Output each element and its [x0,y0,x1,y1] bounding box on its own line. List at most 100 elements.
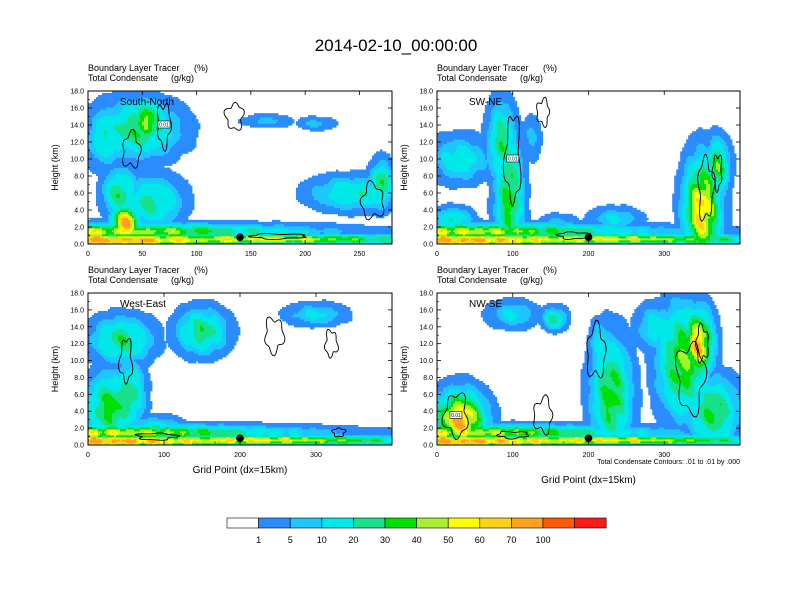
field-cell [112,207,121,211]
field-cell [618,437,627,440]
field-cell [622,395,629,398]
field-cell [104,131,109,134]
field-cell [470,439,486,442]
field-cell [684,229,691,233]
field-cell [524,179,530,182]
field-cell [194,331,217,334]
field-cell [636,229,649,233]
field-cell [624,367,633,370]
field-cell [538,433,550,436]
field-cell [108,207,113,211]
field-cell [632,361,639,364]
field-cell [437,147,440,150]
field-cell [518,143,532,146]
field-cell [724,185,729,189]
field-cell [734,237,740,241]
field-cell [320,441,325,444]
field-cell [320,237,329,241]
field-cell [172,129,181,132]
field-cell [206,337,223,340]
field-cell [118,417,123,420]
field-cell [692,417,703,420]
field-cell [516,427,538,430]
field-cell [510,125,516,128]
field-cell [722,161,725,164]
field-cell [302,437,309,440]
field-cell [470,405,476,408]
field-cell [700,327,705,330]
field-cell [437,427,452,430]
field-cell [156,207,175,211]
field-cell [516,149,522,152]
y-tick-label: 4.0 [74,409,84,416]
field-cell [144,389,153,392]
field-cell [216,237,223,241]
field-cell [88,111,99,114]
field-cell [160,115,165,118]
field-cell [92,391,101,394]
field-cell [678,167,685,170]
field-cell [208,227,233,231]
field-cell [456,227,466,231]
field-cell [437,235,440,239]
field-cell [486,421,494,424]
field-cell [574,235,579,239]
field-cell [520,179,526,182]
field-cell [146,115,149,118]
field-cell [680,183,685,187]
field-cell [734,439,740,442]
field-cell [326,313,339,316]
field-cell [138,177,165,180]
field-cell [140,429,153,432]
field-cell [492,207,498,211]
y-tick-label: 0.0 [74,242,84,249]
field-cell [92,125,97,128]
field-cell [486,143,492,146]
field-cell [562,325,569,328]
field-cell [172,235,183,239]
field-cell [472,173,492,176]
field-cell [498,189,504,193]
field-cell [704,395,723,398]
field-cell [316,119,337,122]
field-cell [134,149,151,152]
field-cell [474,227,484,231]
field-cell [520,173,524,176]
field-cell [120,347,133,350]
field-cell [102,435,107,438]
field-cell [88,159,101,162]
field-cell [522,441,532,444]
field-cell [184,313,193,316]
field-cell [178,355,227,358]
field-cell [304,203,327,207]
field-cell [516,139,530,142]
field-cell [437,399,450,402]
field-cell [654,381,665,384]
field-cell [580,391,591,394]
field-cell [580,397,589,400]
field-cell [524,321,546,324]
field-cell [508,211,516,215]
field-cell [664,393,685,396]
field-cell [88,157,99,160]
field-cell [168,237,173,241]
field-cell [494,145,500,148]
field-cell [158,239,163,243]
field-cell [440,227,448,231]
field-cell [656,347,661,350]
field-cell [122,363,139,366]
field-cell [100,379,141,382]
field-cell [680,151,695,154]
field-cell [462,229,470,233]
field-cell [134,365,141,368]
field-cell [332,429,392,432]
field-cell [132,211,135,215]
field-cell [502,121,510,124]
field-cell [660,351,667,354]
field-cell [444,395,452,398]
field-cell [306,123,323,126]
field-cell [596,365,605,368]
field-cell [726,155,731,158]
field-cell [516,129,528,132]
field-cell [500,215,506,219]
